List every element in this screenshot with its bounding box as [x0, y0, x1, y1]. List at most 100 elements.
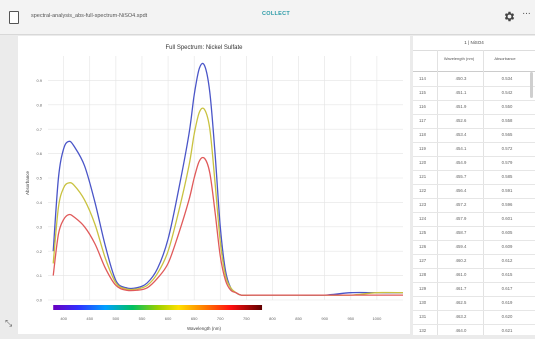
table-row[interactable]: 124 457.9 0.601: [413, 212, 535, 227]
wavelength-cell: 452.6: [455, 118, 467, 123]
absorbance-cell: 0.612: [501, 258, 513, 263]
file-name[interactable]: spectral-analysis_abs-full-spectrum-NiSO…: [31, 13, 148, 19]
wavelength-cell: 459.4: [455, 244, 467, 249]
absorbance-cell: 0.619: [501, 300, 513, 305]
absorbance-cell: 0.558: [501, 118, 513, 123]
x-tick-label: 400: [60, 316, 67, 321]
row-index: 128: [419, 272, 427, 277]
x-tick-label: 1000: [372, 316, 382, 321]
chart-title: Full Spectrum: Nickel Sulfate: [165, 45, 243, 51]
column-divider: [483, 50, 484, 335]
gear-icon[interactable]: [503, 10, 516, 23]
collect-button[interactable]: COLLECT: [262, 11, 291, 17]
table-row[interactable]: 127 460.2 0.612: [413, 254, 535, 269]
absorbance-cell: 0.550: [501, 104, 513, 109]
table-row[interactable]: 116 451.9 0.550: [413, 100, 535, 115]
table-row[interactable]: 117 452.6 0.558: [413, 114, 535, 129]
series-lines: [52, 62, 404, 296]
wavelength-cell: 463.2: [455, 314, 467, 319]
row-index: 126: [419, 244, 427, 249]
table-row[interactable]: 129 461.7 0.617: [413, 282, 535, 297]
wavelength-cell: 464.0: [455, 328, 467, 333]
file-icon[interactable]: [9, 11, 19, 24]
wavelength-cell: 451.9: [455, 104, 467, 109]
wavelength-cell: 453.4: [455, 132, 467, 137]
x-tick-label: 750: [243, 316, 250, 321]
table-row[interactable]: 125 458.7 0.605: [413, 226, 535, 241]
table-row[interactable]: 123 457.2 0.596: [413, 198, 535, 213]
x-tick-label: 700: [217, 316, 224, 321]
absorbance-cell: 0.591: [501, 188, 513, 193]
absorbance-cell: 0.615: [501, 272, 513, 277]
table-scrollbar[interactable]: [530, 72, 533, 98]
table-row[interactable]: 115 451.1 0.542: [413, 86, 535, 101]
absorbance-cell: 0.534: [501, 76, 513, 81]
x-tick-label: 800: [269, 316, 276, 321]
absorbance-cell: 0.572: [501, 146, 513, 151]
x-tick-label: 550: [139, 316, 146, 321]
wavelength-cell: 462.5: [455, 300, 467, 305]
y-tick-label: 0.4: [36, 200, 42, 205]
table-row[interactable]: 119 454.1 0.572: [413, 142, 535, 157]
table-row[interactable]: 122 456.4 0.591: [413, 184, 535, 199]
column-header-wavelength[interactable]: Wavelength (nm): [443, 56, 475, 61]
row-index: 122: [419, 188, 427, 193]
x-tick-label: 850: [295, 316, 302, 321]
table-row[interactable]: 114 450.3 0.534: [413, 72, 535, 87]
y-tick-label: 0.9: [36, 78, 42, 83]
table-row[interactable]: 120 454.9 0.579: [413, 156, 535, 171]
row-index: 121: [419, 174, 427, 179]
absorbance-cell: 0.579: [501, 160, 513, 165]
absorbance-cell: 0.617: [501, 286, 513, 291]
x-tick-label: 500: [113, 316, 120, 321]
wavelength-cell: 456.4: [455, 188, 467, 193]
wavelength-cell: 461.0: [455, 272, 467, 277]
chart-tool-icon[interactable]: ⤡: [5, 318, 13, 328]
y-tick-label: 0.0: [36, 298, 42, 303]
wavelength-cell: 461.7: [455, 286, 467, 291]
table-row[interactable]: 121 455.7 0.585: [413, 170, 535, 185]
table-title: 1 | NiSO4: [413, 36, 535, 51]
absorbance-cell: 0.609: [501, 244, 513, 249]
column-header-absorbance[interactable]: Absorbance: [494, 56, 516, 61]
row-index: 116: [419, 104, 426, 109]
table-header: Wavelength (nm) Absorbance: [413, 50, 535, 72]
y-tick-label: 0.2: [36, 249, 42, 254]
table-row[interactable]: 126 459.4 0.609: [413, 240, 535, 255]
column-divider: [437, 50, 438, 335]
x-tick-label: 900: [321, 316, 328, 321]
series-line-2[interactable]: [52, 156, 403, 296]
wavelength-cell: 457.2: [455, 202, 467, 207]
table-row[interactable]: 131 463.2 0.620: [413, 310, 535, 325]
row-index: 124: [419, 216, 427, 221]
y-axis-label: Absorbance: [25, 171, 30, 196]
wavelength-cell: 454.1: [455, 146, 467, 151]
row-index: 118: [419, 132, 426, 137]
row-index: 123: [419, 202, 427, 207]
table-row[interactable]: 132 464.0 0.621: [413, 324, 535, 335]
row-index: 125: [419, 230, 427, 235]
x-tick-label: 650: [191, 316, 198, 321]
x-tick-label: 450: [86, 316, 93, 321]
x-tick-label: 600: [165, 316, 172, 321]
absorbance-cell: 0.620: [501, 314, 513, 319]
y-tick-label: 0.6: [36, 151, 42, 156]
row-index: 117: [419, 118, 426, 123]
absorbance-cell: 0.542: [501, 90, 513, 95]
absorbance-cell: 0.585: [501, 174, 513, 179]
table-row[interactable]: 118 453.4 0.565: [413, 128, 535, 143]
y-tick-label: 0.1: [36, 273, 42, 278]
y-tick-label: 0.5: [36, 176, 42, 181]
table-row[interactable]: 128 461.0 0.615: [413, 268, 535, 283]
spectrum-chart[interactable]: 0.0 0.1 0.2 0.3 0.4 0.5 0.6 0.7 0.8 0.9 400 450 500 5…: [18, 36, 410, 334]
table-row[interactable]: 130 462.5 0.619: [413, 296, 535, 311]
y-tick-label: 0.8: [36, 102, 42, 107]
wavelength-cell: 455.7: [455, 174, 467, 179]
more-icon[interactable]: ···: [522, 8, 531, 19]
row-index: 127: [419, 258, 427, 263]
data-table: 1 | NiSO4 Wavelength (nm) Absorbance 114…: [413, 36, 535, 335]
row-index: 132: [419, 328, 427, 333]
wavelength-cell: 460.2: [455, 258, 467, 263]
absorbance-cell: 0.596: [501, 202, 513, 207]
spectrum-gradient: [53, 305, 263, 310]
